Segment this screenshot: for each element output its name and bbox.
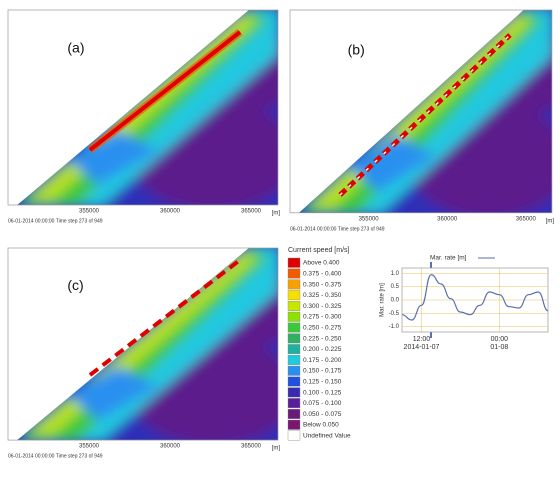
panel-c <box>0 228 298 459</box>
x-date-label: 01-08 <box>490 344 508 351</box>
legend-swatch <box>287 430 301 441</box>
legend-label: 0.175 - 0.200 <box>303 357 342 364</box>
x-tick-label: 355000 <box>359 217 380 223</box>
legend-swatch <box>287 344 301 355</box>
legend-swatch <box>287 398 301 409</box>
axis-unit: [m] <box>272 446 281 452</box>
legend-swatch <box>287 387 301 398</box>
x-tick-label: 360000 <box>160 444 181 450</box>
legend-label: Undefined Value <box>303 433 351 440</box>
x-tick-label: 355000 <box>79 444 100 450</box>
y-tick-label: 0.0 <box>391 298 400 304</box>
legend-title: Current speed [m/s] <box>288 247 350 254</box>
legend-label: Below 0.050 <box>303 422 339 429</box>
x-tick-label: 360000 <box>437 217 458 223</box>
line-series <box>401 274 549 321</box>
legend-swatch <box>287 301 301 311</box>
legend-label: 0.250 - 0.275 <box>303 325 342 332</box>
legend-label: 0.050 - 0.075 <box>303 411 342 418</box>
legend-label: Above 0.400 <box>303 260 340 267</box>
x-tick-label: 00:00 <box>491 336 509 343</box>
legend-swatch <box>287 268 301 279</box>
legend-swatch <box>287 311 301 322</box>
legend-swatch <box>287 279 301 290</box>
x-tick-label: 365000 <box>241 444 262 450</box>
legend-swatch <box>287 322 301 333</box>
x-tick-label: 360000 <box>160 209 181 215</box>
legend-swatch <box>287 419 301 430</box>
panel-label: (c) <box>67 277 83 293</box>
legend-swatch <box>287 355 301 365</box>
panel-a <box>0 0 298 225</box>
panel-label: (a) <box>67 40 84 56</box>
axis-unit: [m] <box>546 219 555 225</box>
y-tick-label: -1.0 <box>389 324 400 330</box>
x-tick-label: 365000 <box>241 209 262 215</box>
legend-swatch <box>287 333 301 344</box>
legend-label: 0.125 - 0.150 <box>303 379 342 386</box>
legend-swatch <box>287 257 301 268</box>
y-tick-label: 1.0 <box>391 271 400 277</box>
legend-label: 0.200 - 0.225 <box>303 346 342 353</box>
footer: 06-01-2014 00:00:00 Time step 273 of 949 <box>290 226 385 232</box>
legend-label: 0.075 - 0.100 <box>303 400 342 407</box>
footer: 06-01-2014 00:00:00 Time step 273 of 949 <box>8 218 103 224</box>
legend-label: 0.100 - 0.125 <box>303 389 342 396</box>
legend-swatch <box>287 376 301 387</box>
y-tick-label: 0.5 <box>391 284 400 290</box>
legend-label: 0.275 - 0.300 <box>303 314 342 321</box>
x-tick-label: 355000 <box>79 209 100 215</box>
panel-b <box>271 0 560 234</box>
legend-label: Mar. rate [m] <box>430 255 467 262</box>
legend-swatch <box>287 365 301 376</box>
legend-swatch <box>287 290 301 301</box>
x-tick-label: 12:00 <box>413 336 431 343</box>
footer: 06-01-2014 00:00:00 Time step 273 of 949 <box>8 453 103 459</box>
legend-label: 0.350 - 0.375 <box>303 281 342 288</box>
axis-unit: [m] <box>272 211 281 217</box>
legend-label: 0.300 - 0.325 <box>303 303 342 310</box>
x-date-label: 2014-01-07 <box>404 344 440 351</box>
panel-label: (b) <box>348 41 365 57</box>
x-tick-label: 365000 <box>516 217 537 223</box>
legend-label: 0.150 - 0.175 <box>303 368 342 375</box>
legend-label: 0.375 - 0.400 <box>303 271 342 278</box>
legend-label: 0.325 - 0.350 <box>303 292 342 299</box>
legend-swatch <box>287 409 301 419</box>
y-tick-label: -0.5 <box>389 311 400 317</box>
y-axis-title: Mar. rate [m] <box>380 283 386 317</box>
legend-label: 0.225 - 0.250 <box>303 335 342 342</box>
